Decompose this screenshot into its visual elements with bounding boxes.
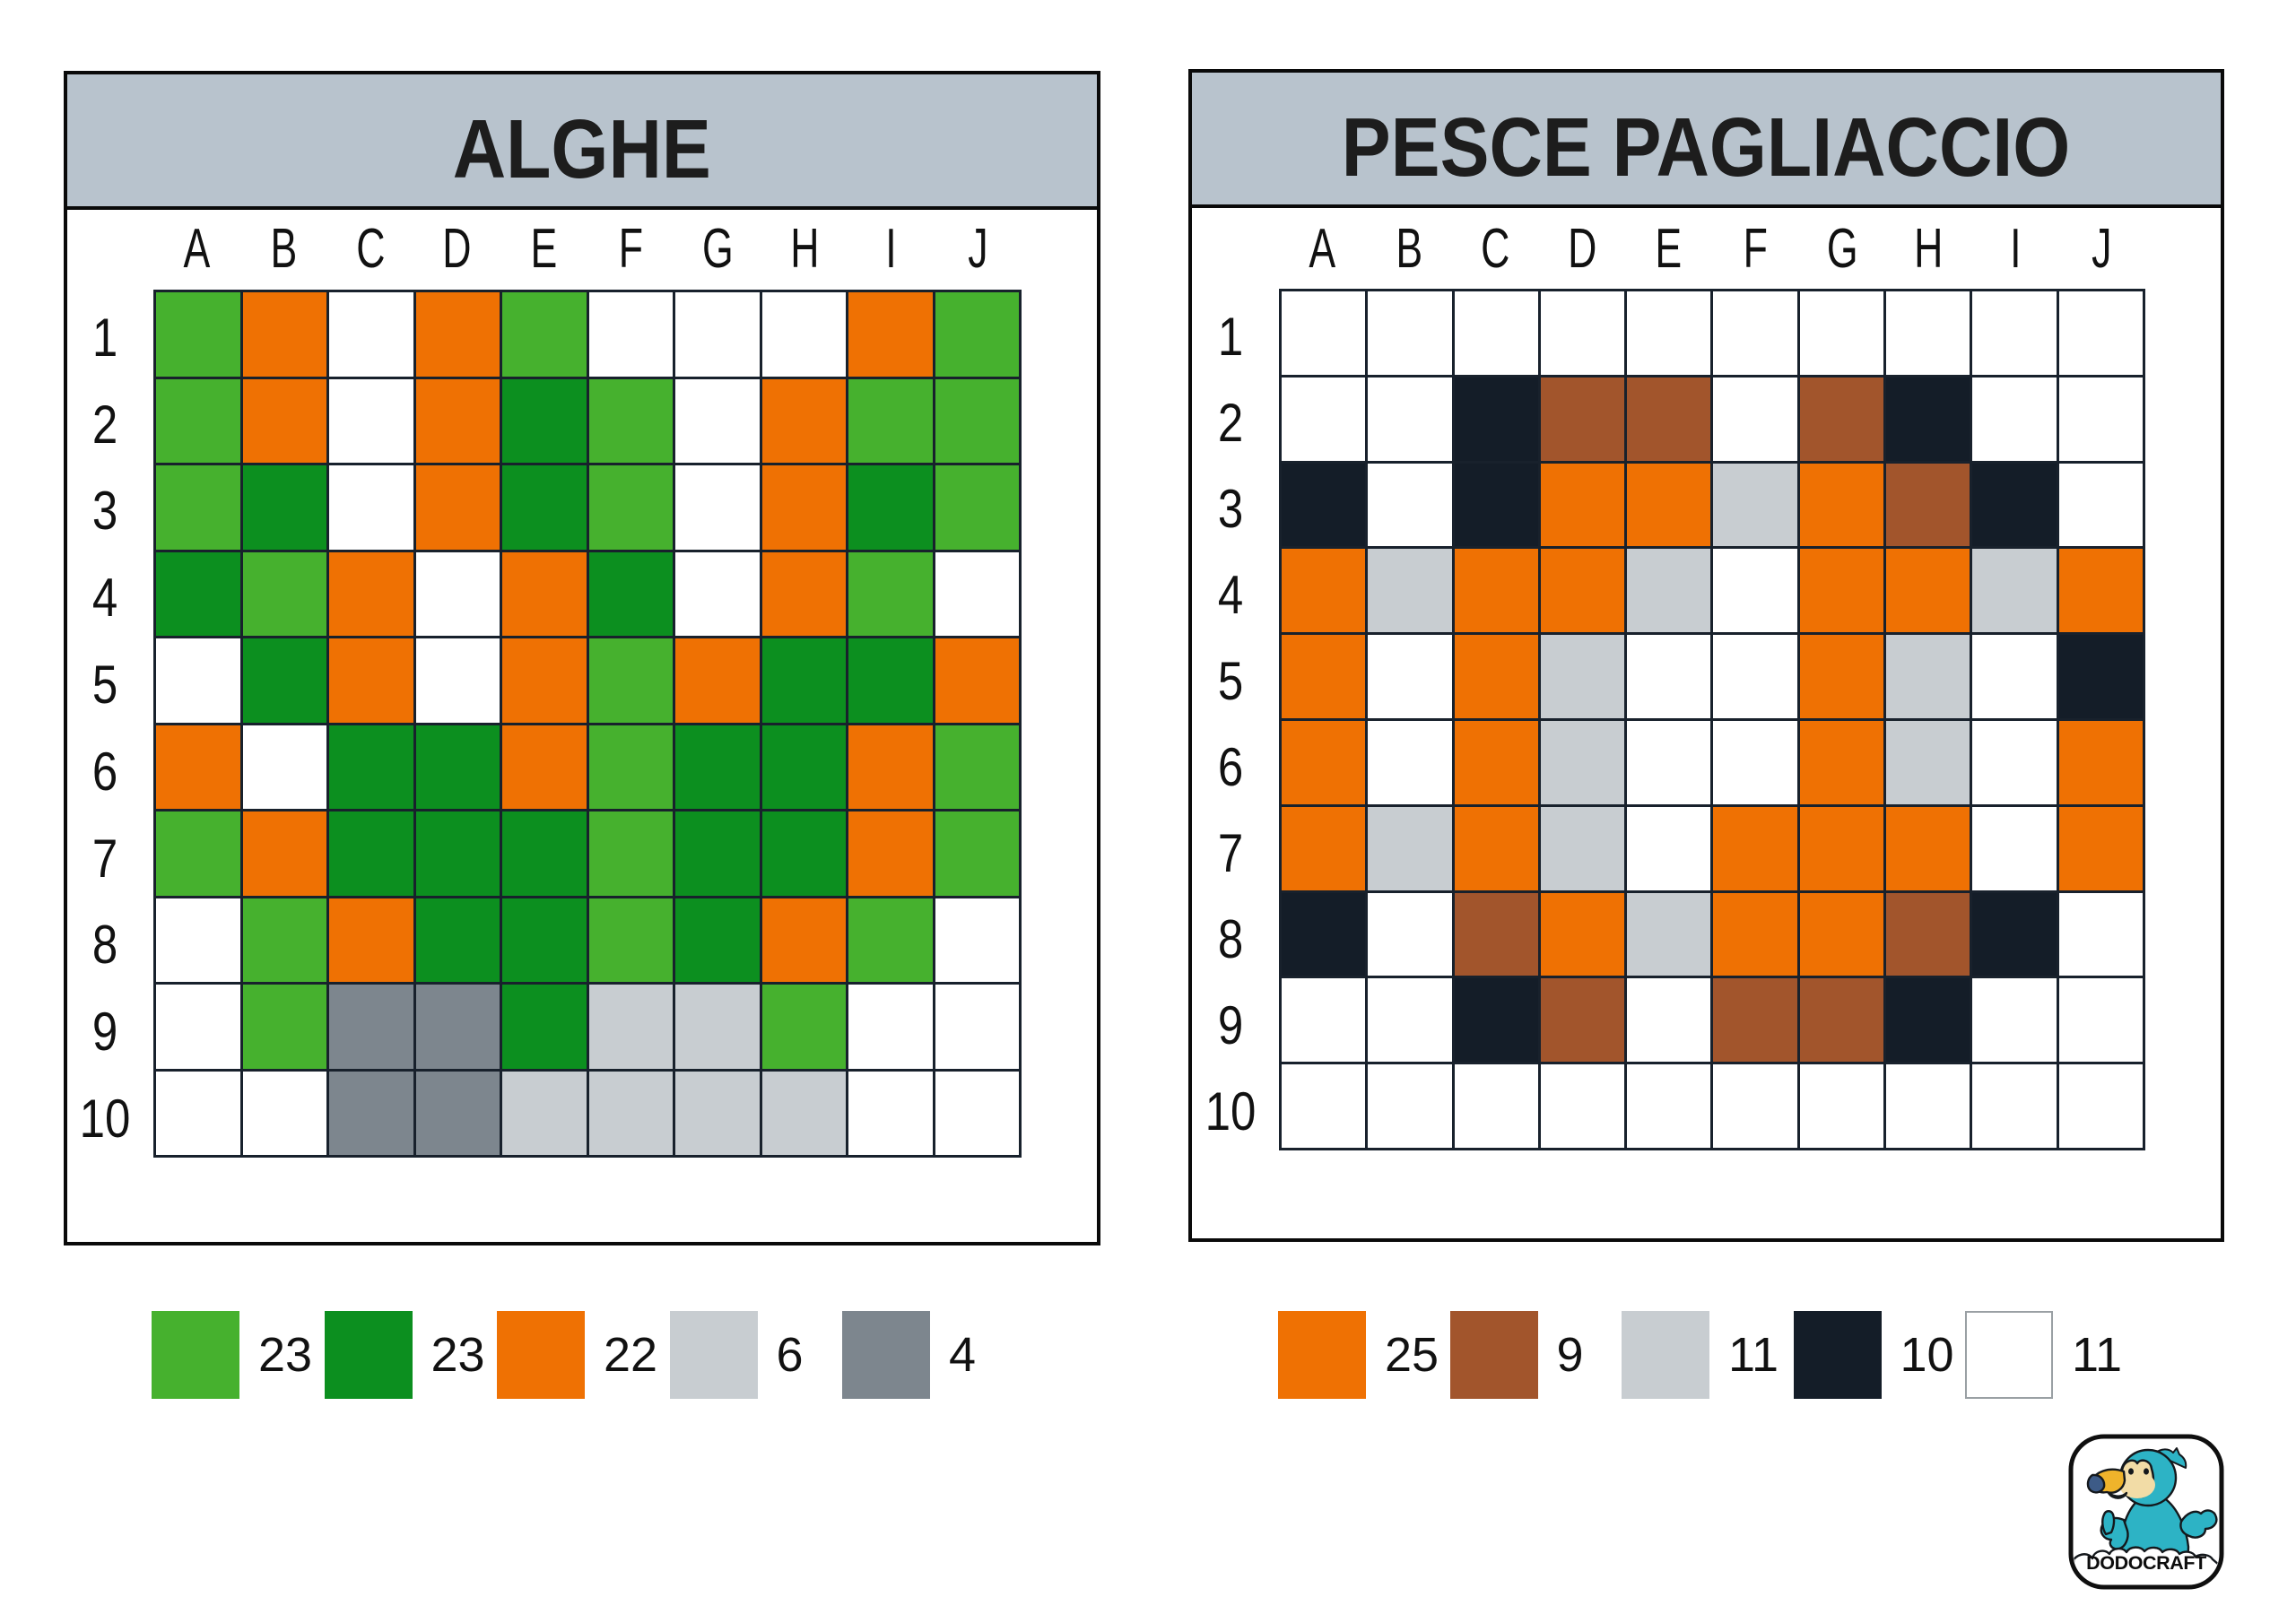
svg-text:DODOCRAFT: DODOCRAFT bbox=[2086, 1552, 2206, 1574]
